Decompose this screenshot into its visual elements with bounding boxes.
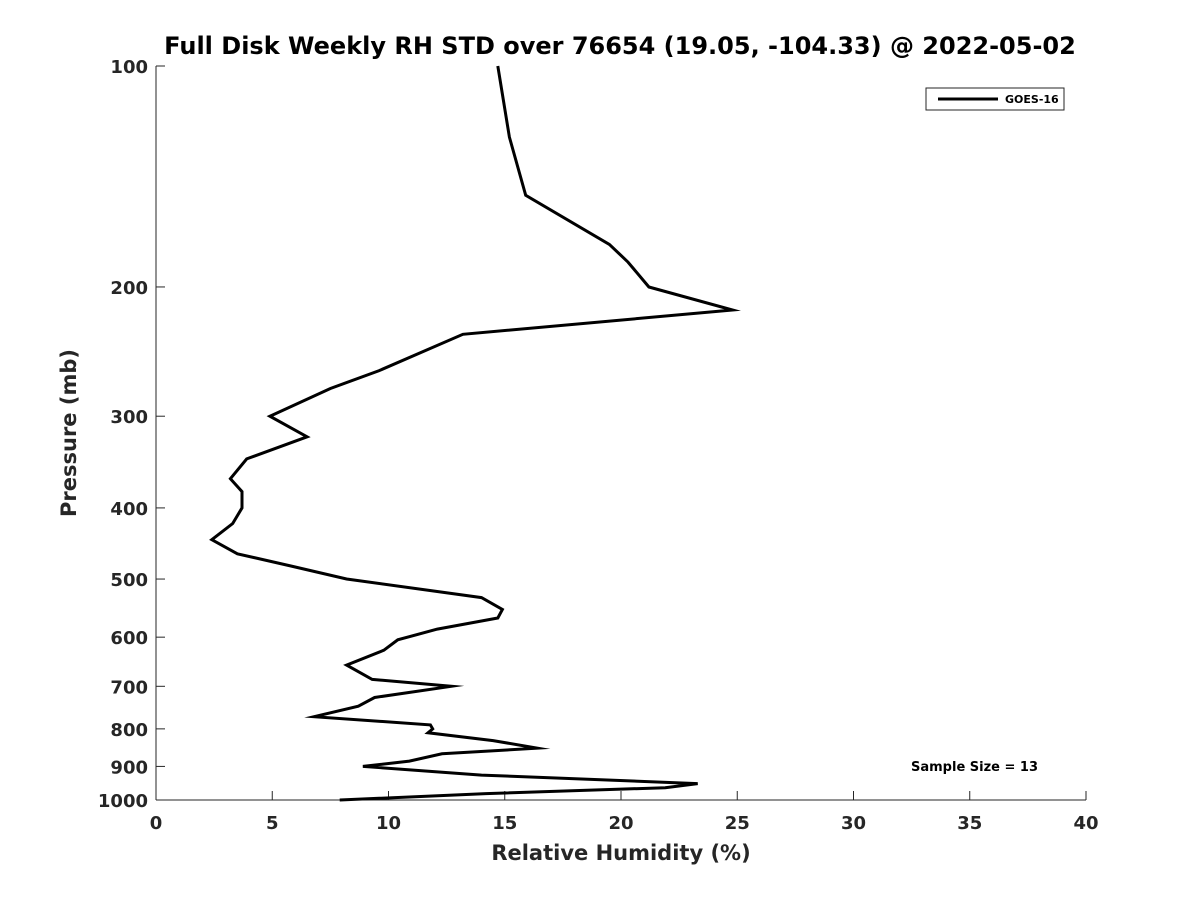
y-tick-label: 900 [110,757,148,778]
y-tick-label: 400 [110,499,148,520]
x-tick-label: 5 [266,813,279,834]
y-tick-label: 500 [110,570,148,591]
plot-frame [155,66,1086,801]
sample-size-annotation: Sample Size = 13 [911,760,1038,775]
y-tick-label: 100 [110,57,148,78]
legend-label-goes-16: GOES-16 [1005,93,1059,106]
x-tick-label: 0 [150,813,163,834]
x-tick-label: 10 [376,813,401,834]
legend: GOES-16 [925,87,1065,111]
y-tick-label: 600 [110,628,148,649]
series-line-goes-16 [209,65,741,802]
y-tick-label: 200 [110,278,148,299]
x-tick-label: 25 [725,813,750,834]
y-ticks: 100 200 300 400 500 600 700 800 900 1000 [98,57,165,812]
y-tick-label: 700 [110,677,148,698]
series-layer [209,65,741,802]
y-tick-label: 300 [110,407,148,428]
x-axis-label: Relative Humidity (%) [491,841,750,865]
y-axis-label: Pressure (mb) [57,349,81,517]
y-tick-label: 1000 [98,791,148,812]
x-tick-label: 20 [608,813,633,834]
y-tick-label: 800 [110,720,148,741]
x-tick-label: 40 [1073,813,1098,834]
x-ticks: 0 5 10 15 20 25 30 35 40 [150,791,1099,834]
x-tick-label: 35 [957,813,982,834]
x-tick-label: 30 [841,813,866,834]
x-tick-label: 15 [492,813,517,834]
chart-title: Full Disk Weekly RH STD over 76654 (19.0… [164,32,1076,60]
